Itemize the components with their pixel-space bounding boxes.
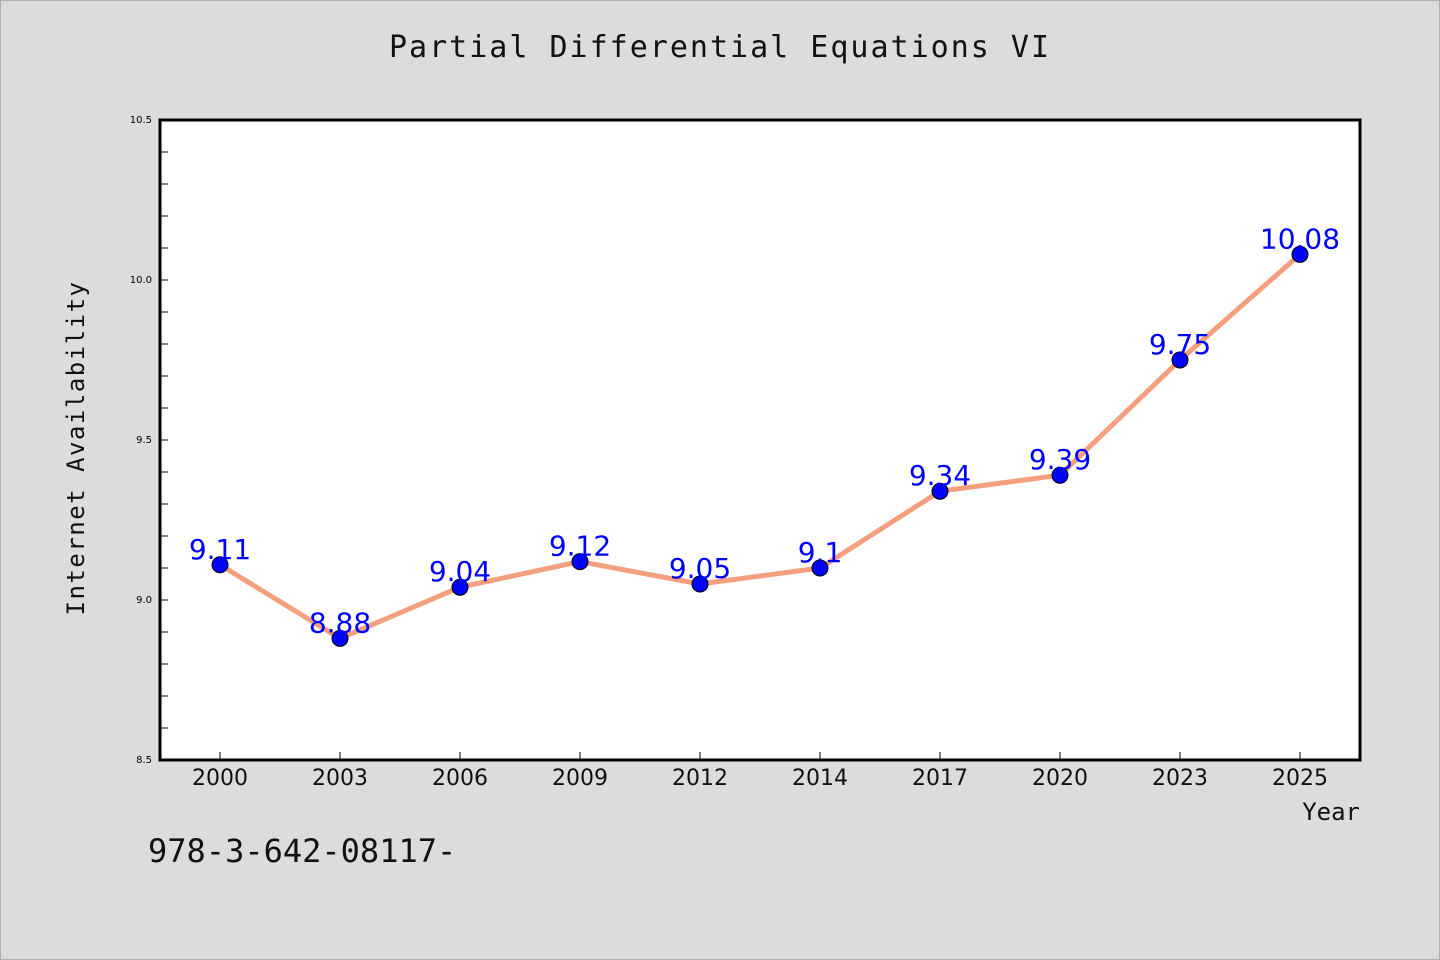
x-tick-label: 2020: [1032, 766, 1088, 791]
y-tick-label: 10.0: [130, 275, 152, 286]
x-tick-label: 2012: [672, 766, 728, 791]
y-tick-label: 8.5: [136, 755, 152, 766]
x-tick-label: 2006: [432, 766, 488, 791]
y-tick-label: 10.5: [130, 115, 152, 126]
x-tick-label: 2014: [792, 766, 848, 791]
data-point: [1051, 466, 1069, 484]
data-point: [571, 553, 589, 571]
x-axis: 2000 2003 2006 2009 2012 2014 2017 2020 2023 2025: [192, 752, 1328, 791]
x-tick-label: 2003: [312, 766, 368, 791]
data-label: 10.08: [1260, 222, 1340, 255]
y-axis: 8.5 9.0 9.5 10.0 10.5: [130, 115, 168, 766]
data-point: [451, 578, 469, 596]
data-point: [691, 575, 709, 593]
data-point: [1171, 351, 1189, 369]
data-point: [931, 482, 949, 500]
y-tick-label: 9.0: [136, 595, 152, 606]
x-tick-label: 2009: [552, 766, 608, 791]
data-label: 9.05: [669, 552, 731, 585]
data-point: [331, 629, 349, 647]
x-tick-label: 2000: [192, 766, 248, 791]
data-label: 9.04: [429, 555, 491, 588]
x-tick-label: 2017: [912, 766, 968, 791]
data-label: 9.1: [798, 536, 843, 569]
data-label: 9.75: [1149, 328, 1211, 361]
x-tick-label: 2023: [1152, 766, 1208, 791]
data-point: [1291, 245, 1309, 263]
data-label: 9.11: [189, 533, 251, 566]
data-label: 9.39: [1029, 443, 1091, 476]
y-tick-label: 9.5: [136, 435, 152, 446]
data-label: 9.12: [549, 530, 611, 563]
series-layer: 9.11 8.88 9.04 9.12 9.05 9.1 9.34 9.39 9.75 10.08: [189, 222, 1340, 647]
series-line: [217, 251, 1303, 641]
x-axis-label: Year: [1302, 798, 1360, 826]
data-label: 9.34: [909, 459, 971, 492]
isbn-note: 978-3-642-08117-: [148, 832, 457, 870]
chart-title: Partial Differential Equations VI: [388, 30, 1052, 65]
x-tick-label: 2025: [1272, 766, 1328, 791]
data-label: 8.88: [309, 606, 371, 639]
y-axis-label: Internet Availability: [62, 281, 90, 616]
plot-area: [158, 118, 1362, 762]
data-point: [811, 559, 829, 577]
data-point: [211, 556, 229, 574]
